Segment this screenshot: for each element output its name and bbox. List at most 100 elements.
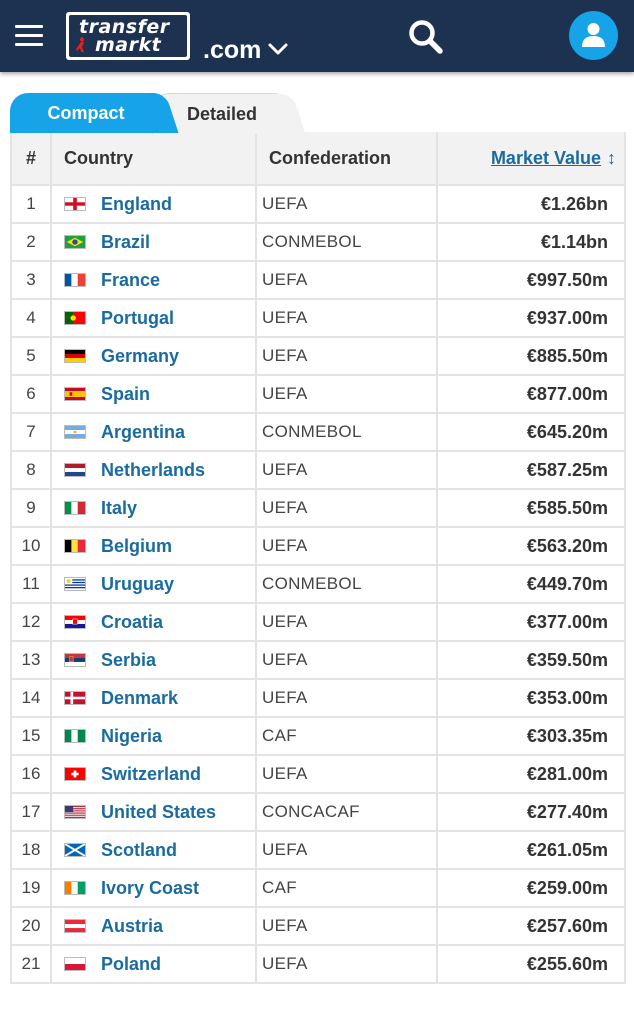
country-cell: France — [50, 260, 257, 300]
confederation-cell: UEFA — [255, 754, 438, 794]
country-cell: Serbia — [50, 640, 257, 680]
country-link[interactable]: Portugal — [101, 307, 175, 328]
rank-cell: 17 — [10, 792, 52, 832]
table-row: 4 Portugal UEFA €937.00m — [10, 298, 626, 338]
country-cell: Switzerland — [50, 754, 257, 794]
country-cell: Scotland — [50, 830, 257, 870]
column-header-rank: # — [10, 132, 52, 186]
table-row: 18 Scotland UEFA €261.05m — [10, 830, 626, 870]
country-link[interactable]: England — [101, 193, 172, 214]
logo-player-icon — [76, 37, 85, 52]
country-cell: Germany — [50, 336, 257, 376]
confederation-cell: UEFA — [255, 640, 438, 680]
market-value-cell: €449.70m — [436, 564, 626, 604]
country-link[interactable]: Croatia — [101, 611, 164, 632]
confederation-cell: UEFA — [255, 298, 438, 338]
table-row: 2 Brazil CONMEBOL €1.14bn — [10, 222, 626, 262]
country-cell: Nigeria — [50, 716, 257, 756]
rank-cell: 13 — [10, 640, 52, 680]
country-link[interactable]: Poland — [101, 953, 162, 974]
table-row: 17 United States CONCACAF €277.40m — [10, 792, 626, 832]
confederation-cell: CONCACAF — [255, 792, 438, 832]
country-link[interactable]: Belgium — [101, 535, 173, 556]
flag-argentina-icon — [64, 425, 86, 440]
market-value-cell: €885.50m — [436, 336, 626, 376]
country-link[interactable]: United States — [101, 801, 217, 822]
country-link[interactable]: Nigeria — [101, 725, 163, 746]
confederation-cell: CONMEBOL — [255, 412, 438, 452]
country-link[interactable]: Serbia — [101, 649, 157, 670]
tab-compact[interactable]: Compact — [10, 93, 162, 133]
country-link[interactable]: Switzerland — [101, 763, 202, 784]
country-cell: Portugal — [50, 298, 257, 338]
flag-denmark-icon — [64, 691, 86, 706]
rank-cell: 16 — [10, 754, 52, 794]
market-value-cell: €259.00m — [436, 868, 626, 908]
confederation-cell: UEFA — [255, 526, 438, 566]
confederation-cell: UEFA — [255, 944, 438, 984]
rank-cell: 14 — [10, 678, 52, 718]
country-link[interactable]: Brazil — [101, 231, 151, 252]
rank-cell: 3 — [10, 260, 52, 300]
country-cell: Denmark — [50, 678, 257, 718]
confederation-cell: UEFA — [255, 260, 438, 300]
confederation-cell: UEFA — [255, 678, 438, 718]
country-link[interactable]: Argentina — [101, 421, 186, 442]
country-link[interactable]: Uruguay — [101, 573, 175, 594]
country-cell: Italy — [50, 488, 257, 528]
rank-cell: 10 — [10, 526, 52, 566]
country-cell: Austria — [50, 906, 257, 946]
country-cell: Brazil — [50, 222, 257, 262]
country-link[interactable]: Austria — [101, 915, 164, 936]
domain-selector-label[interactable]: .com — [203, 36, 262, 64]
user-account-button[interactable] — [569, 11, 618, 60]
table-body: 1 England UEFA €1.26bn 2 Brazil CONMEBOL €1.14b… — [10, 184, 626, 984]
table-row: 3 France UEFA €997.50m — [10, 260, 626, 300]
rank-cell: 15 — [10, 716, 52, 756]
country-link[interactable]: Germany — [101, 345, 180, 366]
rank-cell: 2 — [10, 222, 52, 262]
market-value-cell: €359.50m — [436, 640, 626, 680]
view-tabs: Detailed Compact — [10, 93, 630, 134]
market-value-cell: €257.60m — [436, 906, 626, 946]
confederation-cell: UEFA — [255, 906, 438, 946]
market-value-cell: €587.25m — [436, 450, 626, 490]
flag-belgium-icon — [64, 539, 86, 554]
market-value-cell: €937.00m — [436, 298, 626, 338]
market-value-cell: €1.26bn — [436, 184, 626, 224]
confederation-cell: UEFA — [255, 336, 438, 376]
country-link[interactable]: Denmark — [101, 687, 179, 708]
rank-cell: 5 — [10, 336, 52, 376]
country-link[interactable]: France — [101, 269, 161, 290]
table-row: 1 England UEFA €1.26bn — [10, 184, 626, 224]
country-link[interactable]: Italy — [101, 497, 138, 518]
flag-croatia-icon — [64, 615, 86, 630]
flag-scotland-icon — [64, 843, 86, 858]
search-icon[interactable] — [408, 19, 444, 55]
transfermarkt-logo[interactable]: transfer markt — [66, 12, 190, 60]
table-row: 15 Nigeria CAF €303.35m — [10, 716, 626, 756]
flag-austria-icon — [64, 919, 86, 934]
market-value-cell: €353.00m — [436, 678, 626, 718]
sort-arrow-icon[interactable]: ↕ — [607, 147, 616, 168]
market-value-table: # Country Confederation Market Value ↕ 1 E… — [10, 132, 626, 984]
country-link[interactable]: Ivory Coast — [101, 877, 200, 898]
column-header-market-value[interactable]: Market Value ↕ — [436, 132, 626, 186]
country-cell: Uruguay — [50, 564, 257, 604]
country-link[interactable]: Spain — [101, 383, 151, 404]
flag-uruguay-icon — [64, 577, 86, 592]
confederation-cell: UEFA — [255, 488, 438, 528]
market-value-sort-link[interactable]: Market Value — [490, 147, 601, 168]
flag-france-icon — [64, 273, 86, 288]
market-value-cell: €1.14bn — [436, 222, 626, 262]
rank-cell: 11 — [10, 564, 52, 604]
country-link[interactable]: Scotland — [101, 839, 178, 860]
logo-background: transfer markt — [69, 15, 187, 57]
confederation-cell: UEFA — [255, 602, 438, 642]
country-cell: Spain — [50, 374, 257, 414]
chevron-down-icon[interactable] — [267, 42, 289, 56]
hamburger-menu-icon[interactable] — [15, 25, 43, 47]
market-value-cell: €303.35m — [436, 716, 626, 756]
country-link[interactable]: Netherlands — [101, 459, 206, 480]
flag-serbia-icon — [64, 653, 86, 668]
